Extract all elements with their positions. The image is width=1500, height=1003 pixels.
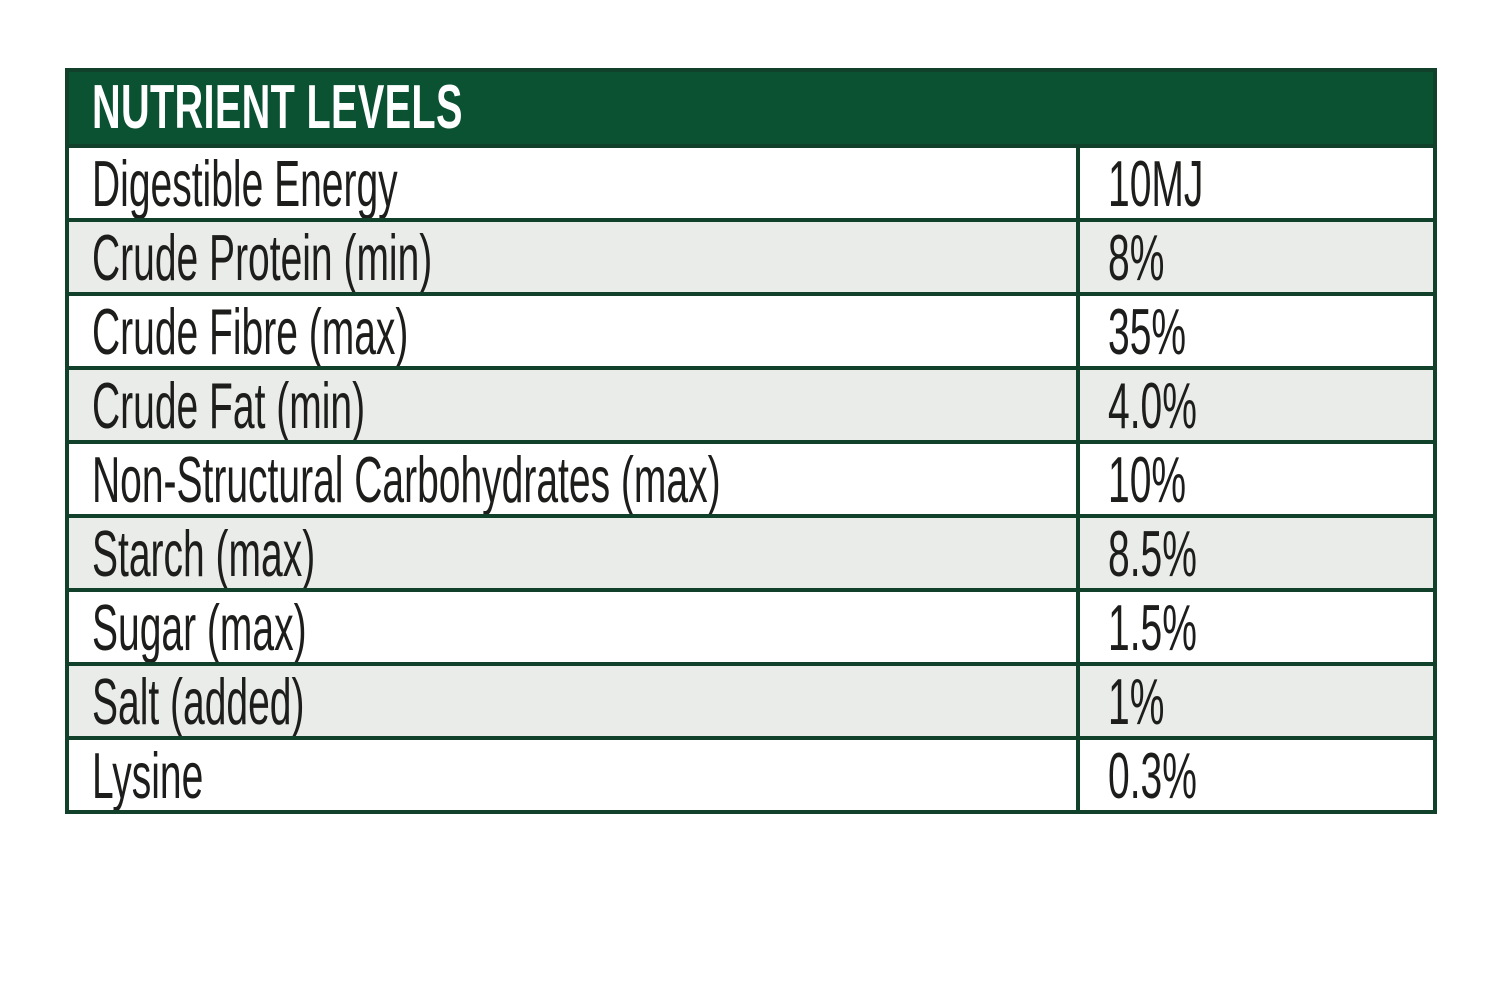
- nutrient-name: Starch (max): [92, 516, 316, 590]
- nutrient-name-cell: Crude Fibre (max): [65, 292, 1080, 370]
- nutrient-name: Lysine: [92, 738, 204, 812]
- nutrient-name-cell: Digestible Energy: [65, 144, 1080, 222]
- nutrient-name: Crude Fat (min): [92, 368, 366, 442]
- nutrient-name-cell: Sugar (max): [65, 588, 1080, 666]
- nutrient-name-cell: Salt (added): [65, 662, 1080, 740]
- table-row: Lysine 0.3%: [65, 736, 1437, 814]
- nutrient-name-cell: Crude Protein (min): [65, 218, 1080, 296]
- nutrient-name-cell: Starch (max): [65, 514, 1080, 592]
- table-row: Crude Fat (min) 4.0%: [65, 366, 1437, 444]
- nutrient-value: 1.5%: [1108, 590, 1197, 664]
- nutrient-value: 4.0%: [1108, 368, 1197, 442]
- nutrient-value: 8%: [1108, 220, 1165, 294]
- table-row: Digestible Energy 10MJ: [65, 144, 1437, 222]
- nutrient-name: Salt (added): [92, 664, 305, 738]
- nutrient-name-cell: Crude Fat (min): [65, 366, 1080, 444]
- nutrient-name-cell: Lysine: [65, 736, 1080, 814]
- nutrient-value-cell: 10MJ: [1076, 144, 1437, 222]
- nutrient-value-cell: 1.5%: [1076, 588, 1437, 666]
- table-row: Crude Protein (min) 8%: [65, 218, 1437, 296]
- table-row: Salt (added) 1%: [65, 662, 1437, 740]
- table-row: Sugar (max) 1.5%: [65, 588, 1437, 666]
- nutrient-value: 35%: [1108, 294, 1187, 368]
- table-title: NUTRIENT LEVELS: [92, 73, 463, 142]
- nutrient-value: 10MJ: [1108, 146, 1204, 220]
- nutrient-name: Crude Protein (min): [92, 220, 433, 294]
- nutrient-value-cell: 10%: [1076, 440, 1437, 518]
- nutrient-name: Digestible Energy: [92, 146, 398, 220]
- table-body: Digestible Energy 10MJ Crude Protein (min)…: [65, 144, 1437, 814]
- nutrient-value-cell: 1%: [1076, 662, 1437, 740]
- table-row: Starch (max) 8.5%: [65, 514, 1437, 592]
- nutrient-value-cell: 35%: [1076, 292, 1437, 370]
- table-row: Non-Structural Carbohydrates (max) 10%: [65, 440, 1437, 518]
- nutrient-name: Sugar (max): [92, 590, 307, 664]
- nutrient-value-cell: 8%: [1076, 218, 1437, 296]
- nutrient-name: Crude Fibre (max): [92, 294, 409, 368]
- nutrient-value: 10%: [1108, 442, 1187, 516]
- nutrient-value-cell: 0.3%: [1076, 736, 1437, 814]
- table-row: Crude Fibre (max) 35%: [65, 292, 1437, 370]
- nutrient-value: 8.5%: [1108, 516, 1197, 590]
- nutrient-value: 0.3%: [1108, 738, 1197, 812]
- table-header-row: NUTRIENT LEVELS: [65, 68, 1437, 148]
- nutrient-name: Non-Structural Carbohydrates (max): [92, 442, 721, 516]
- table-title-cell: NUTRIENT LEVELS: [65, 68, 1437, 148]
- nutrient-name-cell: Non-Structural Carbohydrates (max): [65, 440, 1080, 518]
- nutrient-levels-table: NUTRIENT LEVELS Digestible Energy 10MJ Cru…: [65, 68, 1437, 814]
- nutrient-value: 1%: [1108, 664, 1165, 738]
- nutrient-value-cell: 8.5%: [1076, 514, 1437, 592]
- nutrient-value-cell: 4.0%: [1076, 366, 1437, 444]
